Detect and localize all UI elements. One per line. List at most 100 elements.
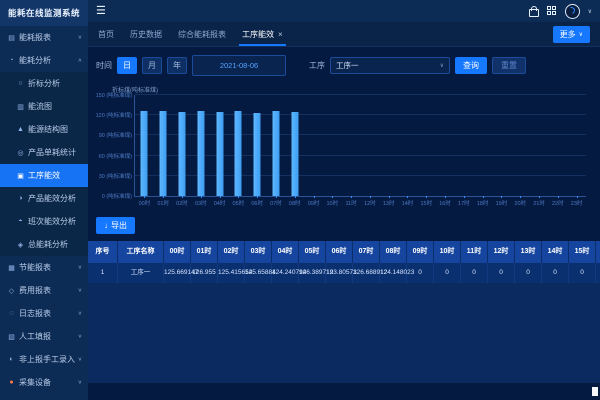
table-cell: 123.80573	[326, 263, 357, 283]
bar-01时[interactable]	[159, 110, 167, 196]
sidebar-item-product-unit-consumption[interactable]: ◎ 产品单耗统计	[0, 141, 88, 164]
gridline	[135, 94, 586, 95]
lock-icon[interactable]	[528, 6, 539, 17]
bar-03时[interactable]	[197, 111, 205, 196]
x-axis-tick	[163, 196, 165, 198]
table-row[interactable]: 1 工序一 125.669147 126.955 125.415654 125.65884…	[88, 263, 600, 283]
tab-comprehensive-energy-report[interactable]: 综合能耗报表	[178, 29, 226, 39]
period-day-button[interactable]: 日	[117, 57, 137, 74]
table-cell: 125.65884	[245, 263, 276, 283]
bar-05时[interactable]	[234, 110, 242, 196]
app-title: 能耗在线监测系统	[0, 0, 88, 26]
export-button[interactable]: ↓ 导出	[96, 217, 135, 234]
sidebar-item-energy-report[interactable]: ▤ 能耗报表 ∨	[0, 26, 88, 49]
table-header-cell: 07时	[353, 241, 380, 263]
table-cell: 0	[461, 263, 488, 283]
chart-slot: 22时	[548, 95, 567, 207]
y-axis-tick-label: 60 (吨标准煤)	[98, 153, 132, 160]
sidebar-item-shift-efficiency[interactable]: ◓ 班次能效分析	[0, 210, 88, 233]
tab-home[interactable]: 首页	[98, 29, 114, 39]
sidebar-item-cost-report[interactable]: ◇ 费用报表 ∨	[0, 279, 88, 302]
energy-structure-icon: ▲	[17, 126, 24, 133]
bar-07时[interactable]	[272, 110, 280, 196]
more-button[interactable]: 更多 ∨	[552, 25, 590, 43]
table-empty-body	[88, 283, 600, 383]
x-axis-tick	[576, 196, 578, 198]
process-efficiency-table: 序号 工序名称 00时 01时 02时 03时 04时 05时 06时 07时 08时 09时 10时 1…	[88, 241, 600, 383]
gridline	[135, 114, 586, 116]
sidebar-item-label: 能源结构图	[28, 125, 68, 134]
sidebar-item-label: 日志报表	[19, 309, 51, 318]
hourly-bar-chart: 折标煤(吨标准煤) 0 (吨标准煤) 30 (吨标准煤) 60 (吨标准煤) 90 (…	[96, 84, 592, 210]
tab-process-efficiency[interactable]: 工序能效 ×	[239, 22, 286, 46]
table-cell: 0	[488, 263, 515, 283]
table-header-cell: 00时	[164, 241, 191, 263]
time-label: 时间	[96, 61, 112, 70]
chart-slot: 05时	[229, 95, 248, 207]
period-month-button[interactable]: 月	[142, 57, 162, 74]
chart-slot: 17时	[454, 95, 473, 207]
sidebar-item-saving-report[interactable]: ▦ 节能报表 ∨	[0, 256, 88, 279]
bar-02时[interactable]	[178, 111, 186, 196]
x-axis-tick-label: 16时	[439, 201, 451, 207]
gridline	[135, 134, 586, 136]
sidebar-item-collect-device[interactable]: ● 采集设备 ∨	[0, 371, 88, 394]
product-efficiency-icon: ◑	[18, 195, 23, 202]
chart-slot: 08时	[285, 95, 304, 207]
shift-efficiency-icon: ◓	[18, 218, 23, 225]
chevron-down-icon: ∨	[77, 380, 82, 386]
sidebar-item-energy-structure[interactable]: ▲ 能源结构图	[0, 118, 88, 141]
bar-08时[interactable]	[291, 112, 299, 196]
sidebar-item-label: 能耗分析	[19, 56, 51, 65]
hamburger-icon[interactable]: ☰	[96, 4, 106, 17]
bar-06时[interactable]	[253, 112, 261, 196]
x-axis-tick	[200, 196, 202, 198]
manual-entry-icon: ▧	[8, 333, 15, 341]
process-select[interactable]: 工序一 ∨	[330, 57, 450, 74]
search-button[interactable]: 查询	[455, 57, 487, 74]
date-input[interactable]	[192, 55, 286, 76]
close-tab-icon[interactable]: ×	[278, 29, 283, 39]
chart-slot: 20时	[511, 95, 530, 207]
x-axis-tick-label: 08时	[288, 201, 301, 207]
x-axis-tick-label: 15时	[420, 201, 433, 207]
x-axis-tick-label: 22时	[551, 201, 564, 207]
scrollbar-corner[interactable]	[592, 387, 598, 396]
table-header-cell: 05时	[299, 241, 326, 263]
x-axis-tick	[369, 196, 371, 198]
sidebar-item-energy-flow[interactable]: ▥ 能流图	[0, 95, 88, 118]
sidebar-item-standard-coal-analysis[interactable]: ○ 折标分析	[0, 72, 88, 95]
chart-slot: 04时	[210, 95, 229, 207]
grid-apps-icon[interactable]	[546, 6, 557, 16]
tab-history-data[interactable]: 历史数据	[130, 29, 162, 39]
sidebar-item-manual-fill[interactable]: ▧ 人工填报 ∨	[0, 325, 88, 348]
table-cell: 0	[434, 263, 461, 283]
chevron-down-icon: ∨	[439, 63, 444, 69]
x-axis-tick	[275, 196, 277, 198]
reset-button[interactable]: 重置	[492, 57, 526, 74]
sidebar-item-energy-analysis[interactable]: ◔ 能耗分析 ∧	[0, 49, 88, 72]
chevron-down-icon: ∨	[77, 265, 82, 271]
table-cell: 124.148023	[380, 263, 414, 283]
chevron-down-icon: ∨	[77, 357, 82, 363]
sidebar-item-total-energy-analysis[interactable]: ◈ 总能耗分析	[0, 233, 88, 256]
table-cell: 1	[88, 263, 118, 283]
chevron-down-icon[interactable]: ∨	[587, 8, 592, 15]
sidebar: 能耗在线监测系统 ▤ 能耗报表 ∨ ◔ 能耗分析 ∧ ○ 折标分析 ▥ 能流图 ▲ 能源结构图 ◎ 产品单…	[0, 0, 88, 400]
sidebar-item-process-efficiency[interactable]: ▣ 工序能效	[0, 164, 88, 187]
chart-slot: 11时	[342, 95, 361, 207]
bar-00时[interactable]	[140, 111, 148, 196]
x-axis-tick-label: 01时	[157, 201, 169, 207]
bar-04时[interactable]	[216, 112, 224, 196]
table-cell: 124.240794	[272, 263, 306, 283]
chart-plot-area: 0 (吨标准煤) 30 (吨标准煤) 60 (吨标准煤) 90 (吨标准煤) 120 (…	[96, 93, 586, 207]
sidebar-item-product-efficiency[interactable]: ◑ 产品能效分析	[0, 187, 88, 210]
sidebar-item-log-report[interactable]: ◌ 日志报表 ∨	[0, 302, 88, 325]
avatar[interactable]	[564, 3, 580, 19]
sidebar-item-label: 工序能效	[28, 171, 60, 180]
log-report-icon: ◌	[9, 310, 14, 317]
sidebar-item-manual-input[interactable]: ◐ 非上报手工录入 ∨	[0, 348, 88, 371]
period-year-button[interactable]: 年	[167, 57, 187, 74]
x-axis-tick	[144, 196, 146, 198]
table-header-cell: 10时	[434, 241, 461, 263]
